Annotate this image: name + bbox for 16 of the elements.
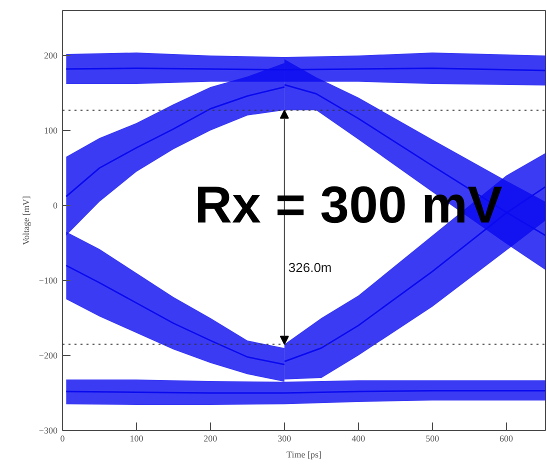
x-tick-label: 200 <box>204 434 218 444</box>
y-tick-label: −100 <box>38 276 58 286</box>
x-tick-label: 600 <box>500 434 514 444</box>
x-tick-label: 400 <box>352 434 366 444</box>
x-tick-label: 100 <box>130 434 144 444</box>
x-tick-label: 300 <box>278 434 292 444</box>
y-tick-label: 100 <box>44 126 58 136</box>
y-axis-title: Voltage [mV] <box>20 196 31 246</box>
y-tick-label: 0 <box>53 200 58 210</box>
x-tick-label: 0 <box>60 434 66 444</box>
x-axis-title: Time [ps] <box>286 450 322 460</box>
x-tick-label: 500 <box>426 434 440 444</box>
annotation: 326.0m <box>288 260 332 275</box>
y-tick-label: −200 <box>38 350 58 360</box>
y-tick-label: −300 <box>38 426 58 436</box>
y-tick-label: 200 <box>44 50 58 60</box>
